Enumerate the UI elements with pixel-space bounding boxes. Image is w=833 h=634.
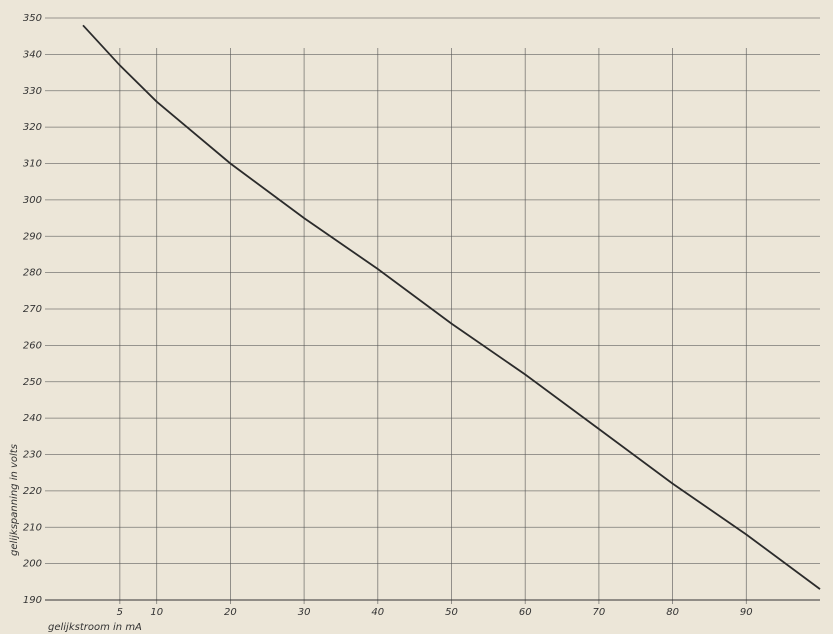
y-tick-label: 280 [23,268,42,279]
page: gelijkspanning in volts gelijkstroom in … [0,0,833,634]
y-tick-label: 290 [23,231,42,242]
background [0,0,833,634]
x-tick-label: 80 [666,607,679,618]
x-tick-label: 90 [740,607,753,618]
x-tick-label: 60 [519,607,532,618]
y-axis-label: gelijkspanning in volts [9,444,20,556]
y-tick-label: 300 [23,195,42,206]
chart: gelijkspanning in volts gelijkstroom in … [0,0,833,634]
y-tick-label: 260 [23,340,42,351]
x-tick-label: 70 [593,607,606,618]
x-tick-label: 40 [371,607,384,618]
y-tick-label: 220 [23,486,42,497]
y-tick-label: 320 [23,122,42,133]
x-tick-label: 10 [150,607,163,618]
y-tick-label: 200 [23,559,42,570]
y-tick-label: 240 [23,413,42,424]
y-tick-label: 310 [23,159,42,170]
y-tick-label: 350 [23,13,42,24]
x-tick-label: 30 [298,607,311,618]
x-tick-label: 50 [445,607,458,618]
y-tick-label: 330 [23,86,42,97]
x-axis-label: gelijkstroom in mA [48,622,142,633]
y-tick-label: 250 [23,377,42,388]
x-tick-label: 20 [224,607,237,618]
y-tick-label: 230 [23,450,42,461]
y-tick-label: 190 [23,595,42,606]
x-tick-label: 5 [117,607,123,618]
y-tick-label: 210 [23,522,42,533]
y-tick-label: 340 [23,49,42,60]
y-tick-label: 270 [23,304,42,315]
